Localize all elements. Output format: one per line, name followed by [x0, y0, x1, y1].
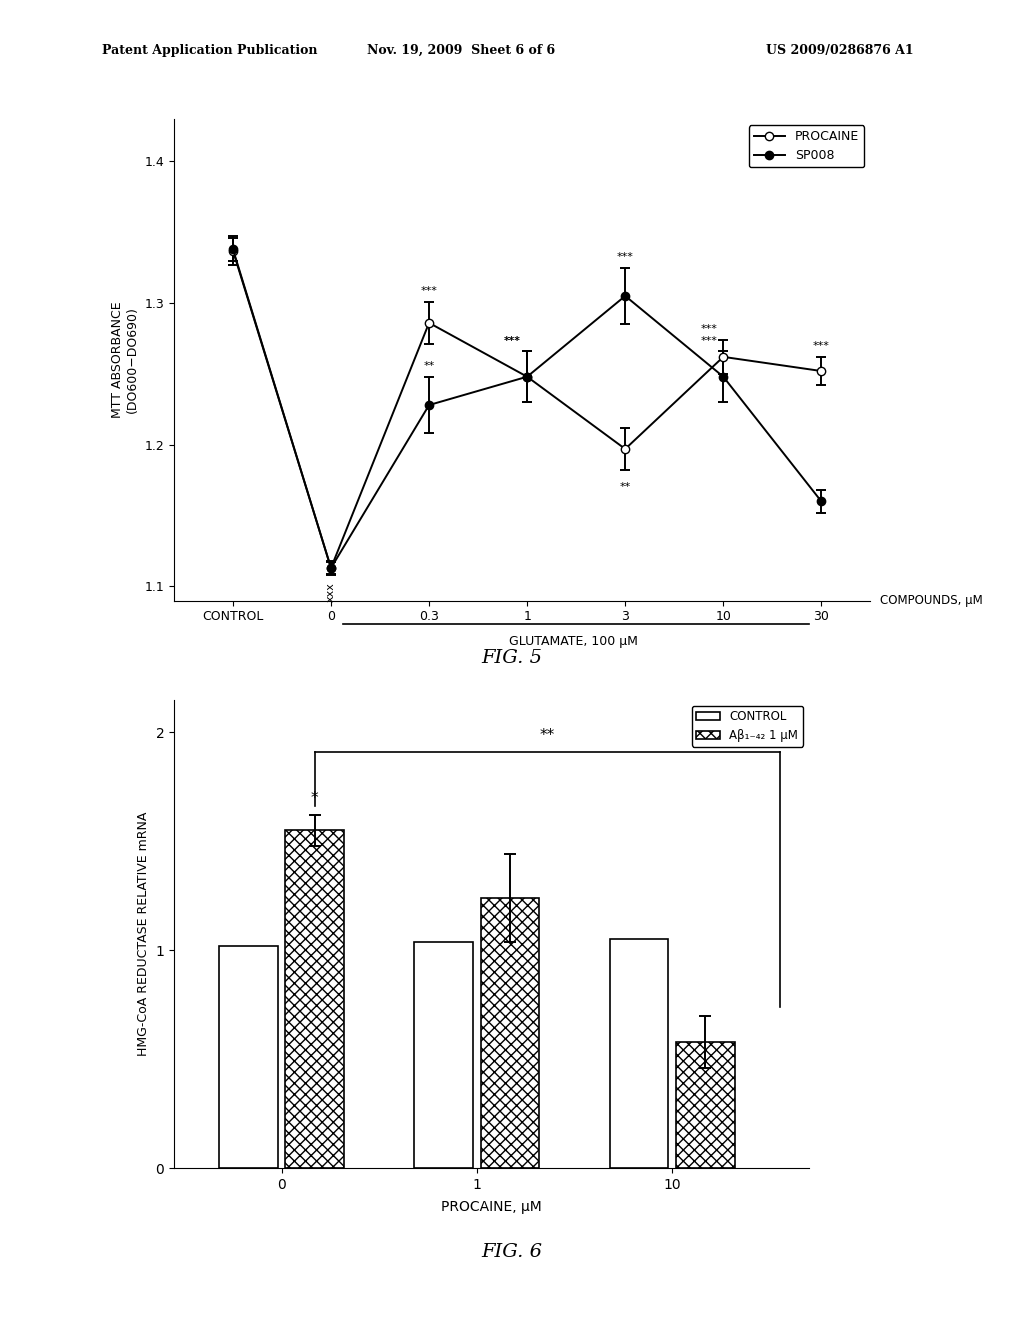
X-axis label: PROCAINE, μM: PROCAINE, μM [441, 1200, 542, 1214]
Text: ***: *** [700, 325, 717, 334]
Text: xxx: xxx [326, 582, 336, 602]
Bar [609, 940, 669, 1168]
Text: US 2009/0286876 A1: US 2009/0286876 A1 [766, 44, 913, 57]
Text: FIG. 6: FIG. 6 [481, 1243, 543, 1262]
Text: FIG. 5: FIG. 5 [481, 649, 543, 668]
Text: ***: *** [504, 335, 521, 346]
Bar [415, 941, 473, 1168]
Text: GLUTAMATE, 100 μM: GLUTAMATE, 100 μM [509, 635, 638, 648]
Bar [286, 830, 344, 1168]
Bar [676, 1041, 735, 1168]
Text: ***: *** [616, 252, 634, 261]
Text: COMPOUNDS, μM: COMPOUNDS, μM [881, 594, 983, 607]
Text: **: ** [620, 482, 631, 491]
Text: **: ** [540, 729, 555, 743]
Text: ***: *** [421, 286, 437, 296]
Y-axis label: HMG-CoA REDUCTASE RELATIVE mRNA: HMG-CoA REDUCTASE RELATIVE mRNA [137, 812, 150, 1056]
Text: *: * [311, 792, 318, 807]
Bar [481, 898, 540, 1168]
Bar [219, 946, 278, 1168]
Y-axis label: MTT ABSORBANCE
(DO600−DO690): MTT ABSORBANCE (DO600−DO690) [111, 301, 139, 418]
Text: ***: *** [813, 341, 829, 351]
Legend: CONTROL, Aβ₁₋₄₂ 1 μM: CONTROL, Aβ₁₋₄₂ 1 μM [691, 705, 803, 747]
Text: ***: *** [700, 335, 717, 346]
Text: Nov. 19, 2009  Sheet 6 of 6: Nov. 19, 2009 Sheet 6 of 6 [367, 44, 555, 57]
Legend: PROCAINE, SP008: PROCAINE, SP008 [749, 125, 864, 168]
Text: ***: *** [504, 335, 521, 346]
Text: Patent Application Publication: Patent Application Publication [102, 44, 317, 57]
Text: **: ** [424, 362, 435, 371]
